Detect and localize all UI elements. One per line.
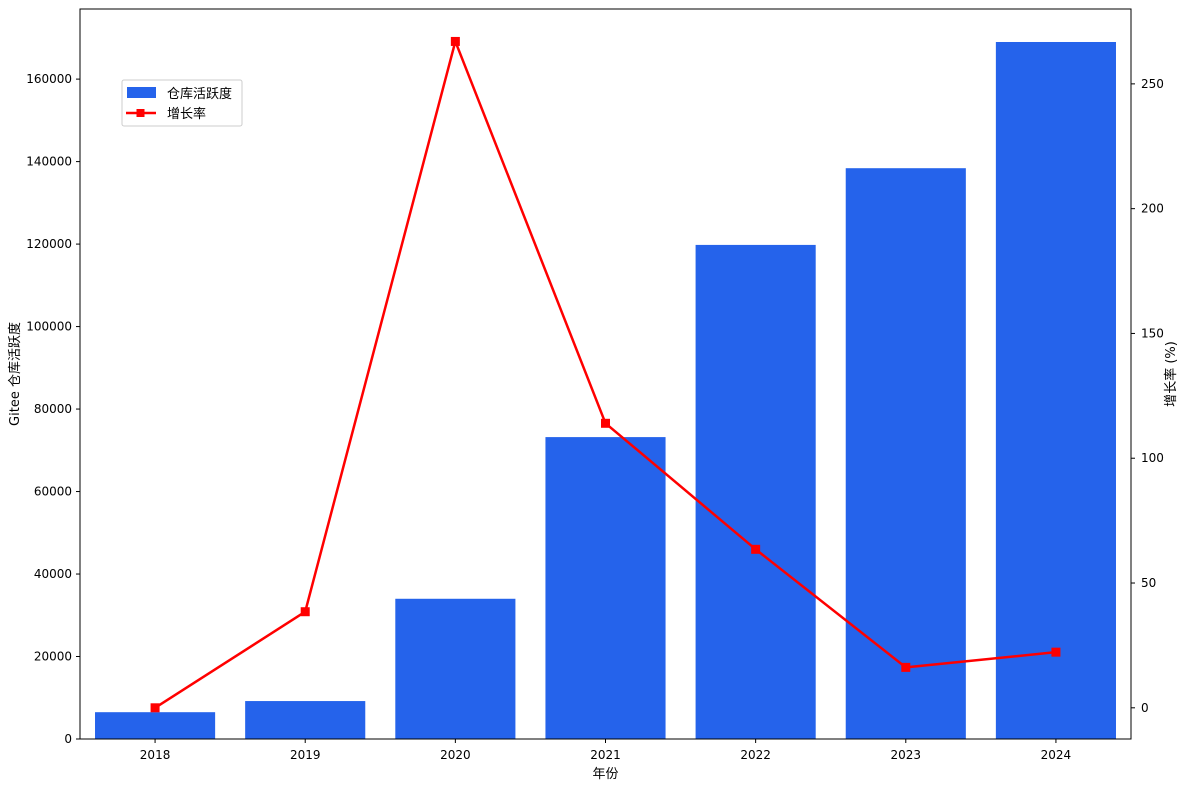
x-tick-label: 2023 (891, 748, 922, 762)
legend-bar-label: 仓库活跃度 (167, 86, 232, 102)
x-tick-label: 2019 (290, 748, 321, 762)
y2-axis-title: 增长率 (%) (1163, 341, 1179, 407)
y2-tick-label: 50 (1141, 576, 1156, 590)
y-tick-label: 20000 (34, 650, 72, 664)
bar-2020 (395, 598, 516, 739)
y2-tick-label: 0 (1141, 701, 1149, 715)
growth-marker-2023 (901, 662, 911, 672)
bar-2023 (845, 168, 966, 739)
x-axis-ticks: 2018 2019 2020 2021 2022 2023 2024 (140, 739, 1071, 762)
bar-2021 (545, 437, 666, 739)
x-tick-label: 2022 (740, 748, 771, 762)
y-tick-label: 140000 (26, 155, 72, 169)
growth-marker-2020 (450, 36, 460, 46)
bar-2022 (695, 244, 816, 739)
y-axis-ticks: 0 20000 40000 60000 80000 100000 120000 140000 1… (26, 72, 80, 746)
growth-marker-2022 (751, 544, 761, 554)
y2-tick-label: 150 (1141, 326, 1164, 340)
legend-line-label: 增长率 (167, 106, 206, 122)
y2-axis-ticks: 0 50 100 150 200 250 (1131, 77, 1164, 715)
x-tick-label: 2021 (590, 748, 621, 762)
y-tick-label: 60000 (34, 485, 72, 499)
growth-marker-2019 (300, 607, 310, 617)
bar-2024 (995, 41, 1116, 740)
y2-tick-label: 200 (1141, 202, 1164, 216)
y-tick-label: 160000 (26, 72, 72, 86)
legend-bar-swatch (127, 87, 156, 98)
growth-marker-2021 (601, 418, 610, 428)
legend-line-marker (136, 109, 145, 117)
bar-2019 (245, 701, 366, 739)
y-axis-title: Gitee 仓库活跃度 (7, 322, 23, 426)
x-tick-label: 2024 (1041, 748, 1072, 762)
y-tick-label: 40000 (34, 567, 72, 581)
y2-tick-label: 250 (1141, 77, 1164, 91)
growth-line-series (150, 36, 1061, 713)
y-tick-label: 120000 (26, 237, 72, 251)
growth-marker-2024 (1051, 647, 1061, 657)
x-tick-label: 2018 (140, 748, 171, 762)
x-tick-label: 2020 (440, 748, 471, 762)
y-tick-label: 0 (64, 732, 72, 746)
y2-tick-label: 100 (1141, 451, 1164, 465)
legend: 仓库活跃度 增长率 (121, 79, 243, 127)
x-axis-title: 年份 (592, 767, 618, 782)
bar-series (95, 41, 1116, 740)
y-tick-label: 80000 (34, 402, 72, 416)
bar-2018 (95, 712, 216, 739)
y-tick-label: 100000 (26, 320, 72, 334)
growth-marker-2018 (150, 703, 160, 713)
